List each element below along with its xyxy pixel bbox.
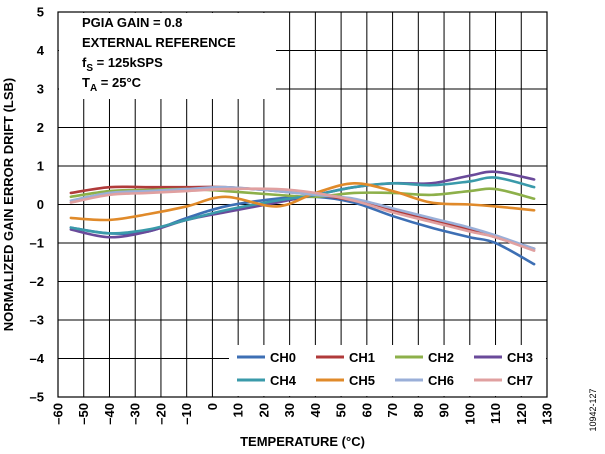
- x-tick-label: 130: [540, 403, 555, 425]
- x-tick-label: 60: [359, 403, 374, 417]
- y-tick-label: –4: [30, 351, 45, 366]
- x-tick-label: 0: [205, 403, 220, 410]
- legend-label-ch1: CH1: [349, 350, 375, 365]
- legend-label-ch0: CH0: [270, 350, 296, 365]
- x-tick-label: 80: [411, 403, 426, 417]
- legend-label-ch5: CH5: [349, 373, 375, 388]
- y-tick-labels: –5 –4 –3 –2 –1 0 1 2 3 4 5: [30, 5, 45, 405]
- x-tick-label: –30: [128, 403, 143, 425]
- annotation-sample-rate: fS = 125kSPS: [82, 55, 163, 74]
- x-tick-label: 50: [334, 403, 349, 417]
- y-tick-label: 3: [37, 82, 44, 97]
- annotation-ta-value: = 25°C: [97, 75, 141, 90]
- series-line-ch6: [69, 185, 536, 251]
- annotation-fs-sub: S: [86, 63, 93, 74]
- y-axis-title: NORMALIZED GAIN ERROR DRIFT (LSB): [1, 78, 16, 331]
- x-tick-label: 100: [462, 403, 477, 425]
- x-tick-label: 10: [231, 403, 246, 417]
- x-tick-label: 70: [385, 403, 400, 417]
- legend-label-ch2: CH2: [428, 350, 454, 365]
- legend-background: [229, 345, 546, 396]
- x-tick-labels: –60 –50 –40 –30 –20 –10 0 10 20 30 40 50 60 70 80 90 100…: [51, 403, 555, 425]
- annotation-box: PGIA GAIN = 0.8 EXTERNAL REFERENCE fS = …: [59, 13, 276, 99]
- y-tick-label: –5: [30, 390, 44, 405]
- x-tick-label: 120: [514, 403, 529, 425]
- y-tick-label: –2: [30, 274, 44, 289]
- x-tick-label: –10: [179, 403, 194, 425]
- annotation-ta-sub: A: [90, 83, 97, 94]
- x-axis-title: TEMPERATURE (°C): [240, 434, 365, 449]
- annotation-gain: PGIA GAIN = 0.8: [82, 15, 182, 30]
- x-tick-label: 30: [282, 403, 297, 417]
- annotation-fs-main: f: [82, 55, 87, 70]
- annotation-fs-value: = 125kSPS: [93, 55, 163, 70]
- annotation-temperature: TA = 25°C: [82, 75, 142, 94]
- x-tick-label: –50: [76, 403, 91, 425]
- annotation-background: [59, 13, 276, 99]
- x-tick-label: –60: [51, 403, 66, 425]
- y-tick-label: –3: [30, 313, 44, 328]
- series-line-ch7: [69, 187, 536, 252]
- legend-label-ch3: CH3: [507, 350, 533, 365]
- x-tick-label: –40: [102, 403, 117, 425]
- x-tick-label: 90: [437, 403, 452, 417]
- y-tick-label: 0: [37, 197, 44, 212]
- y-tick-label: 2: [37, 120, 44, 135]
- x-tick-label: 40: [308, 403, 323, 417]
- legend-label-ch4: CH4: [270, 373, 297, 388]
- figure-id: 10942-127: [588, 388, 598, 431]
- legend: CH0 CH1 CH2 CH3 CH4 CH5 CH6 CH7: [229, 345, 546, 396]
- y-tick-label: –1: [30, 236, 44, 251]
- x-tick-label: 110: [488, 403, 503, 424]
- annotation-reference: EXTERNAL REFERENCE: [82, 35, 236, 50]
- annotation-ta-main: T: [82, 75, 90, 90]
- plot-frame: [57, 11, 548, 398]
- y-tick-label: 4: [37, 43, 45, 58]
- legend-label-ch6: CH6: [428, 373, 454, 388]
- y-tick-label: 5: [37, 5, 44, 20]
- legend-label-ch7: CH7: [507, 373, 533, 388]
- y-tick-label: 1: [37, 159, 44, 174]
- series-lines: [69, 170, 536, 266]
- x-tick-label: 20: [256, 403, 271, 417]
- x-tick-label: –20: [153, 403, 168, 425]
